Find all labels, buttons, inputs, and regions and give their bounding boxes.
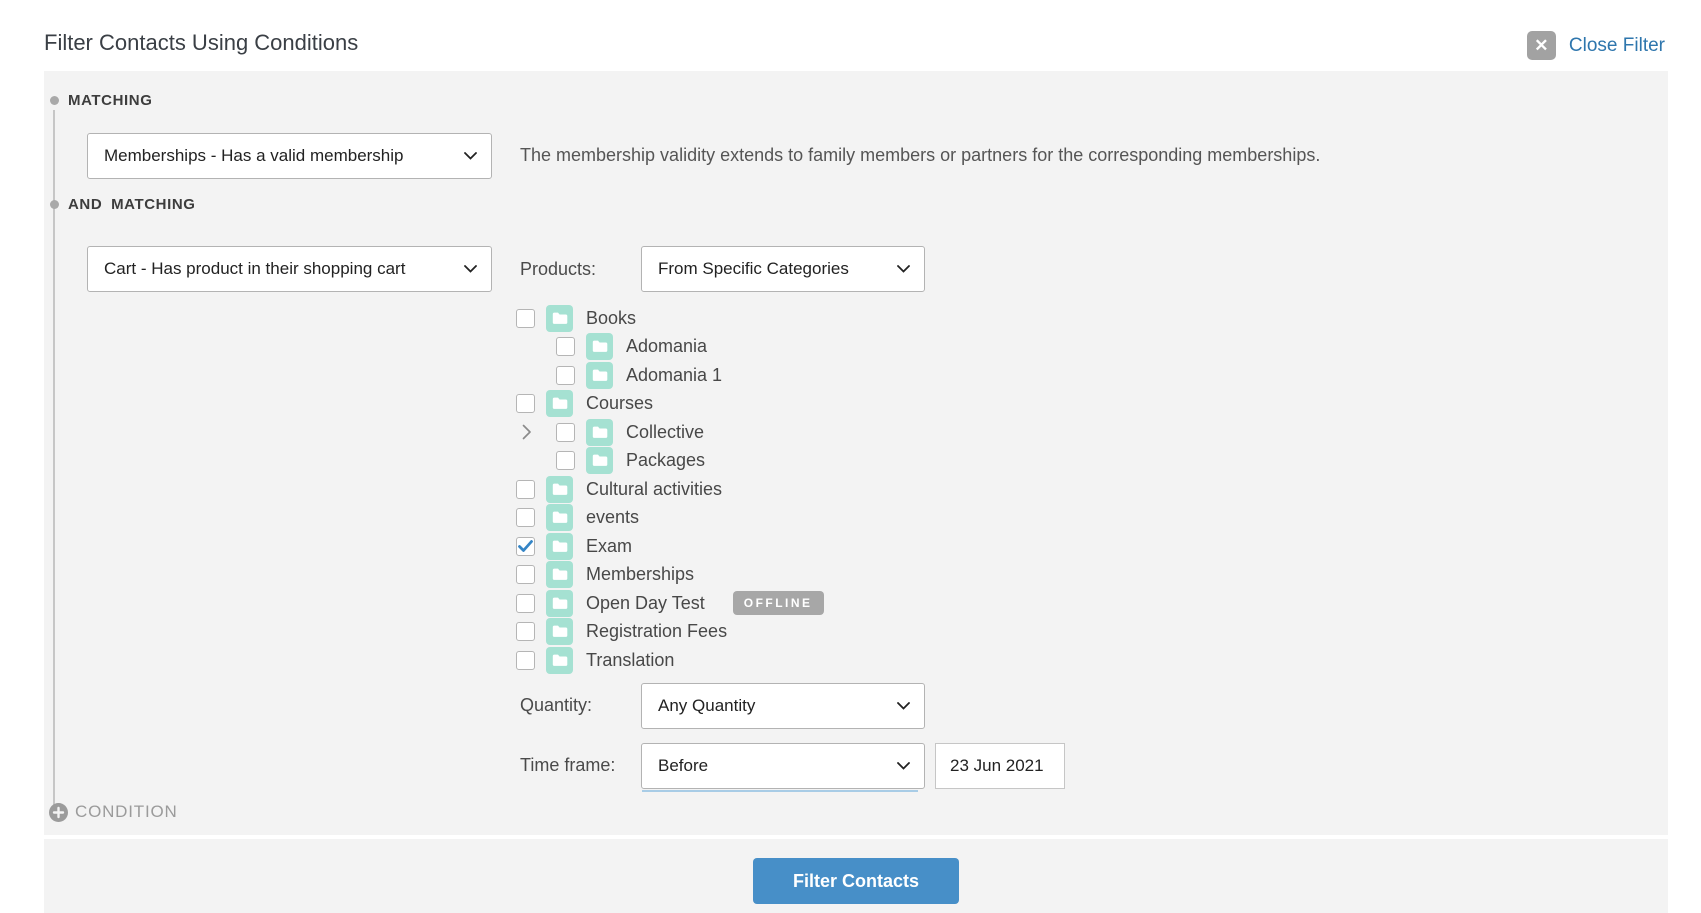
status-badge: OFFLINE: [732, 591, 824, 616]
chevron-down-icon: [897, 701, 910, 710]
tree-label-memberships: Memberships: [586, 564, 695, 585]
folder-icon: [586, 333, 613, 361]
folder-icon: [546, 561, 573, 589]
checkbox-cultural-activities[interactable]: [516, 479, 535, 499]
close-filter-button[interactable]: ✕ Close Filter: [1526, 31, 1665, 60]
quantity-field-row: Quantity: Any Quantity: [520, 682, 1065, 729]
conditions-panel: MATCHING Memberships - Has a valid membe…: [44, 71, 1668, 835]
folder-icon: [586, 447, 613, 475]
products-label: Products:: [520, 258, 597, 279]
checkbox-events[interactable]: [516, 508, 535, 528]
folder-icon: [546, 504, 573, 532]
close-icon[interactable]: ✕: [1526, 31, 1556, 60]
tree-row-open-day-test: Open Day Test OFFLINE: [516, 589, 1065, 618]
checkbox-books[interactable]: [516, 308, 535, 328]
checkbox-courses[interactable]: [516, 394, 535, 414]
tree-row-courses: Courses: [516, 390, 1065, 419]
chevron-down-icon: [464, 152, 477, 160]
footer-bar: Filter Contacts: [44, 839, 1668, 913]
folder-icon: [546, 646, 573, 674]
condition-type-select[interactable]: Memberships - Has a valid membership: [87, 133, 492, 179]
folder-icon: [546, 618, 573, 646]
checkbox-adomania-1[interactable]: [556, 365, 575, 385]
tree-label-open-day-test: Open Day Test: [586, 592, 705, 613]
tree-row-memberships: Memberships: [516, 561, 1065, 590]
condition-heading-and-matching: AND MATCHING: [68, 196, 196, 213]
plus-circle-icon: [49, 802, 68, 822]
folder-icon: [586, 418, 613, 446]
tree-row-adomania: Adomania: [516, 333, 1065, 362]
tree-label-adomania-1: Adomania 1: [626, 364, 723, 385]
tree-row-translation: Translation: [516, 646, 1065, 675]
quantity-select-value: Any Quantity: [658, 695, 756, 715]
close-filter-label: Close Filter: [1568, 34, 1665, 56]
folder-icon: [546, 304, 573, 332]
tree-label-packages: Packages: [626, 450, 706, 471]
condition-rail: [53, 110, 55, 805]
folder-icon: [546, 390, 573, 418]
checkbox-memberships[interactable]: [516, 565, 535, 585]
tree-label-adomania: Adomania: [626, 336, 708, 357]
tree-label-exam: Exam: [586, 535, 633, 556]
tree-row-packages: Packages: [516, 447, 1065, 476]
checkbox-adomania[interactable]: [556, 337, 575, 357]
folder-icon: [546, 589, 573, 617]
products-select-value: From Specific Categories: [658, 259, 849, 278]
timeframe-date-input[interactable]: 23 Jun 2021: [935, 742, 1065, 789]
tree-label-events: events: [586, 507, 640, 528]
condition-dot: [50, 96, 59, 105]
checkbox-open-day-test[interactable]: [516, 593, 535, 613]
tree-row-registration-fees: Registration Fees: [516, 618, 1065, 647]
tree-row-collective: Collective: [516, 418, 1065, 447]
tree-row-exam: Exam: [516, 532, 1065, 561]
quantity-label: Quantity:: [520, 695, 593, 715]
timeframe-select-value: Before: [658, 755, 709, 775]
chevron-down-icon: [897, 761, 910, 770]
checkbox-exam[interactable]: [516, 536, 535, 556]
condition-type-value-2: Cart - Has product in their shopping car…: [104, 259, 406, 278]
condition-heading-matching: MATCHING: [68, 92, 153, 109]
checkbox-collective[interactable]: [556, 422, 575, 442]
condition-dot: [50, 200, 59, 209]
tree-row-events: events: [516, 504, 1065, 533]
chevron-down-icon: [897, 265, 910, 273]
timeframe-field-row: Time frame: Before 23 Jun 2021: [520, 742, 1065, 792]
products-select[interactable]: From Specific Categories: [641, 246, 925, 292]
add-condition-label: CONDITION: [75, 802, 178, 821]
folder-icon: [586, 361, 613, 389]
timeframe-label: Time frame:: [520, 755, 616, 775]
tree-row-books: Books: [516, 304, 1065, 333]
tree-label-collective: Collective: [626, 421, 705, 442]
condition-description: The membership validity extends to famil…: [520, 145, 1321, 165]
tree-label-translation: Translation: [586, 649, 675, 670]
checkbox-translation[interactable]: [516, 650, 535, 670]
category-tree: Books Adomania Adomania 1 Courses Collective…: [516, 304, 1065, 675]
quantity-select[interactable]: Any Quantity: [641, 682, 925, 729]
tree-label-courses: Courses: [586, 393, 654, 414]
checkbox-packages[interactable]: [556, 451, 575, 471]
chevron-down-icon: [464, 265, 477, 273]
add-condition-button[interactable]: CONDITION: [49, 802, 178, 822]
tree-label-registration-fees: Registration Fees: [586, 621, 728, 642]
timeframe-select[interactable]: Before: [641, 742, 925, 792]
expand-chevron-icon[interactable]: [522, 424, 532, 440]
tree-row-adomania-1: Adomania 1: [516, 361, 1065, 390]
checkbox-registration-fees[interactable]: [516, 622, 535, 642]
folder-icon: [546, 475, 573, 503]
tree-row-cultural-activities: Cultural activities: [516, 475, 1065, 504]
page-title: Filter Contacts Using Conditions: [44, 30, 359, 55]
folder-icon: [546, 532, 573, 560]
filter-contacts-button[interactable]: Filter Contacts: [753, 858, 959, 904]
tree-label-books: Books: [586, 307, 637, 328]
products-field-row: Products: From Specific Categories: [520, 246, 1065, 292]
tree-label-cultural-activities: Cultural activities: [586, 478, 723, 499]
condition-type-value: Memberships - Has a valid membership: [104, 146, 404, 165]
condition-type-select-2[interactable]: Cart - Has product in their shopping car…: [87, 246, 492, 292]
